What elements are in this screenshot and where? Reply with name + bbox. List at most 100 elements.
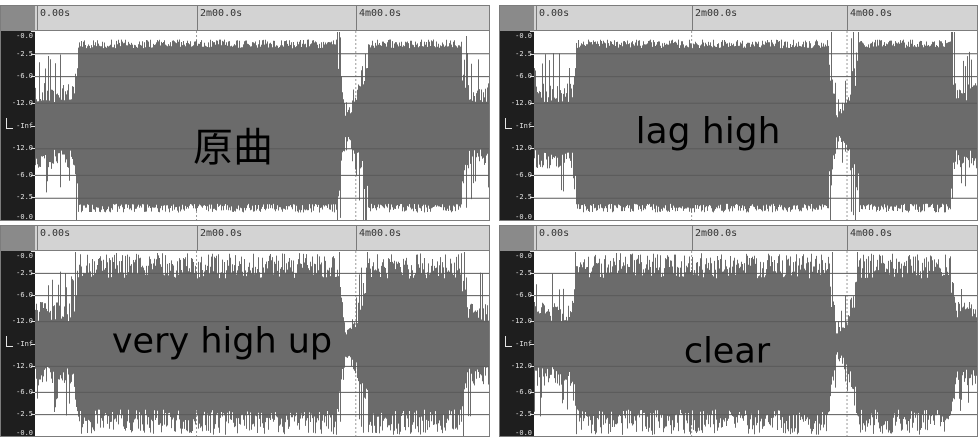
- waveform-area[interactable]: [534, 251, 978, 437]
- db-tick: [31, 295, 35, 297]
- time-tick: [847, 5, 848, 31]
- time-label: 0.00s: [539, 228, 570, 239]
- db-tick: [31, 391, 35, 393]
- db-tick: [31, 53, 35, 55]
- db-label: -2.5: [515, 193, 532, 202]
- db-tick: [530, 125, 534, 127]
- db-tick: [31, 343, 35, 345]
- db-tick: [31, 251, 35, 252]
- db-label: -6.0: [515, 387, 532, 396]
- waveform-panel-very-high-up: -0.0 -2.5 -6.0 -12.0 -Inf -12.0 -6.0 -2.5 -0.0 0…: [0, 225, 490, 437]
- db-label: -12.0: [11, 98, 33, 107]
- time-tick: [356, 225, 357, 251]
- time-label: 2m00.0s: [200, 228, 243, 239]
- waveform-panel-original: -0.0 -2.5 -6.0 -12.0 -Inf -12.0 -6.0 -2.5 -0.0 0…: [0, 5, 490, 221]
- db-tick: [530, 413, 534, 415]
- timeline-ruler[interactable]: 0.00s 2m00.0s 4m00.0s: [35, 225, 490, 251]
- db-label: -2.5: [16, 193, 33, 202]
- db-label: -6.0: [16, 387, 33, 396]
- db-label: -Inf: [515, 121, 532, 130]
- time-tick: [536, 5, 537, 31]
- db-label: -6.0: [515, 291, 532, 300]
- inf-marker: [6, 335, 13, 347]
- ruler-corner: [499, 5, 534, 31]
- db-tick: [31, 273, 35, 275]
- db-tick: [530, 343, 534, 345]
- db-label: -2.5: [515, 49, 532, 58]
- time-tick: [37, 5, 38, 31]
- db-tick: [530, 321, 534, 323]
- waveform-area[interactable]: [35, 31, 490, 221]
- inf-marker: [505, 335, 512, 347]
- time-tick: [37, 225, 38, 251]
- waveform-panel-lag-high: -0.0 -2.5 -6.0 -12.0 -Inf -12.0 -6.0 -2.5 -0.0 0…: [499, 5, 978, 221]
- timeline-ruler[interactable]: 0.00s 2m00.0s 4m00.0s: [35, 5, 490, 31]
- db-label: -2.5: [16, 269, 33, 278]
- db-label: -0.0: [16, 429, 33, 437]
- db-label: -2.5: [16, 409, 33, 418]
- db-tick: [530, 391, 534, 393]
- time-label: 2m00.0s: [200, 8, 243, 19]
- db-label: -2.5: [515, 269, 532, 278]
- db-tick: [530, 31, 534, 32]
- time-label: 4m00.0s: [359, 8, 402, 19]
- db-label: -0.0: [515, 213, 532, 221]
- db-tick: [31, 365, 35, 367]
- inf-marker: [505, 117, 512, 129]
- db-tick: [31, 125, 35, 127]
- time-label: 2m00.0s: [695, 228, 738, 239]
- timeline-ruler[interactable]: 0.00s 2m00.0s 4m00.0s: [534, 225, 978, 251]
- db-label: -2.5: [16, 49, 33, 58]
- timeline-ruler[interactable]: 0.00s 2m00.0s 4m00.0s: [534, 5, 978, 31]
- db-label: -12.0: [510, 98, 532, 107]
- time-tick: [692, 5, 693, 31]
- waveform-bars: [35, 252, 490, 436]
- db-tick: [31, 174, 35, 176]
- panel-caption: 原曲: [193, 125, 273, 171]
- db-label: -6.0: [515, 72, 532, 81]
- waveform-path: [534, 252, 978, 435]
- time-tick: [197, 225, 198, 251]
- panel-caption: clear: [683, 331, 771, 372]
- time-tick: [847, 225, 848, 251]
- db-ruler: -0.0 -2.5 -6.0 -12.0 -Inf -12.0 -6.0 -2.5 -0.0: [0, 225, 35, 437]
- time-label: 4m00.0s: [850, 228, 893, 239]
- db-label: -0.0: [16, 32, 33, 40]
- waveform-graphic: [534, 251, 978, 437]
- waveform-area[interactable]: [534, 31, 978, 221]
- db-tick: [31, 76, 35, 78]
- time-tick: [536, 225, 537, 251]
- db-label: -6.0: [515, 170, 532, 179]
- db-label: -12.0: [510, 144, 532, 153]
- panel-caption: lag high: [635, 111, 781, 152]
- db-label: -12.0: [510, 361, 532, 370]
- db-label: -0.0: [515, 429, 532, 437]
- waveform-area[interactable]: [35, 251, 490, 437]
- waveform-graphic: [534, 31, 978, 221]
- db-ruler: -0.0 -2.5 -6.0 -12.0 -Inf -12.0 -6.0 -2.5 -0.0: [499, 5, 534, 221]
- inf-marker: [6, 117, 13, 129]
- waveform-bars: [534, 32, 978, 220]
- db-label: -6.0: [16, 170, 33, 179]
- db-label: -0.0: [16, 213, 33, 221]
- db-label: -2.5: [515, 409, 532, 418]
- db-tick: [31, 31, 35, 32]
- db-label: -6.0: [16, 291, 33, 300]
- db-label: -Inf: [16, 339, 33, 348]
- db-tick: [31, 321, 35, 323]
- db-ruler: -0.0 -2.5 -6.0 -12.0 -Inf -12.0 -6.0 -2.5 -0.0: [499, 225, 534, 437]
- db-tick: [530, 295, 534, 297]
- db-label: -12.0: [11, 317, 33, 326]
- waveform-bars: [35, 32, 490, 220]
- db-tick: [530, 76, 534, 78]
- db-tick: [31, 413, 35, 415]
- db-tick: [530, 102, 534, 104]
- db-tick: [530, 197, 534, 199]
- ruler-corner: [0, 225, 35, 251]
- time-tick: [692, 225, 693, 251]
- db-label: -Inf: [515, 339, 532, 348]
- waveform-path: [35, 32, 490, 220]
- db-tick: [31, 148, 35, 150]
- db-ruler: -0.0 -2.5 -6.0 -12.0 -Inf -12.0 -6.0 -2.5 -0.0: [0, 5, 35, 221]
- db-label: -0.0: [515, 252, 532, 260]
